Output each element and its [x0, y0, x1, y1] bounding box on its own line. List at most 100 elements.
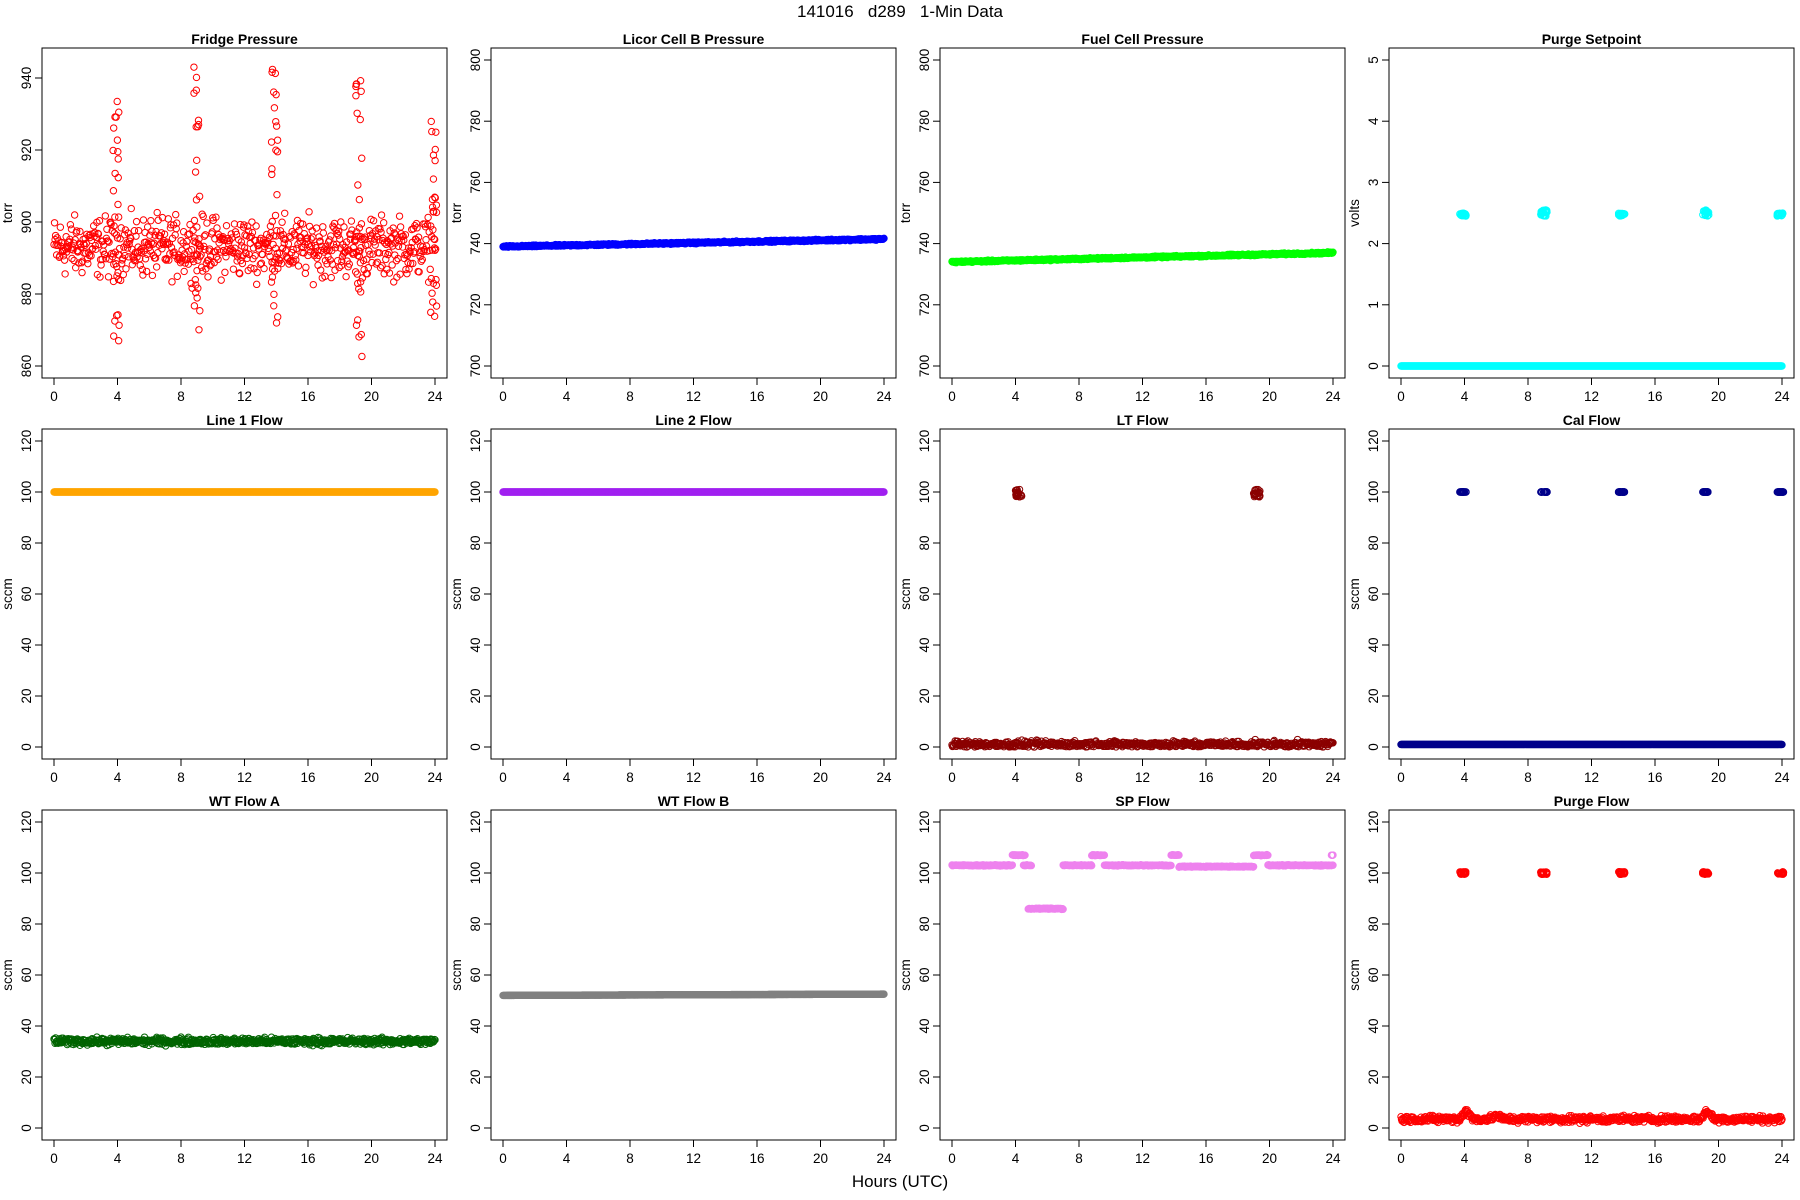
- x-tick-label: 16: [749, 389, 764, 404]
- x-tick-label: 12: [237, 389, 252, 404]
- data-point: [280, 239, 288, 247]
- data-point: [343, 247, 352, 255]
- data-point: [354, 316, 362, 324]
- y-tick-label: 80: [468, 535, 483, 550]
- y-tick-label: 100: [19, 481, 34, 504]
- data-point: [180, 267, 188, 276]
- data-point: [355, 252, 364, 261]
- data-point: [292, 256, 300, 264]
- data-point: [115, 244, 124, 253]
- y-tick-label: 4: [1366, 117, 1381, 125]
- data-point: [114, 173, 122, 182]
- data-point: [282, 253, 291, 261]
- data-point: [265, 233, 274, 242]
- data-point: [305, 208, 313, 216]
- x-tick-label: 0: [499, 770, 507, 785]
- data-point: [413, 224, 421, 232]
- data-point: [352, 232, 361, 241]
- y-tick-label: 0: [917, 743, 932, 751]
- data-point: [224, 240, 233, 248]
- data-point: [114, 147, 122, 156]
- y-axis-label: sccm: [449, 578, 464, 610]
- data-point: [385, 248, 393, 257]
- data-point: [399, 243, 407, 251]
- data-point: [191, 168, 200, 176]
- y-tick-label: 720: [917, 294, 932, 317]
- data-point: [352, 92, 360, 100]
- data-point: [337, 261, 346, 270]
- data-point: [217, 276, 225, 284]
- data-point: [192, 288, 200, 297]
- data-point: [278, 218, 286, 226]
- data-point: [190, 237, 198, 245]
- data-point: [173, 219, 181, 227]
- panel-title: Fridge Pressure: [191, 31, 298, 47]
- data-point: [273, 136, 282, 144]
- data-point: [192, 196, 201, 204]
- data-point: [114, 155, 122, 163]
- x-tick-label: 20: [1262, 770, 1277, 785]
- x-tick-label: 20: [1262, 389, 1277, 404]
- data-point: [378, 262, 386, 270]
- data-point: [243, 254, 251, 262]
- data-point: [177, 236, 185, 245]
- x-tick-label: 24: [427, 389, 443, 404]
- data-point: [193, 251, 201, 259]
- y-tick-label: 740: [468, 232, 483, 255]
- data-point: [373, 258, 382, 266]
- data-point: [403, 269, 411, 278]
- data-point: [130, 227, 139, 235]
- x-tick-label: 4: [114, 770, 122, 785]
- data-point: [268, 273, 277, 281]
- data-point: [94, 230, 103, 238]
- data-point: [101, 250, 109, 259]
- data-point: [270, 302, 278, 310]
- data-point: [96, 273, 104, 281]
- data-point: [61, 270, 69, 278]
- x-tick-label: 4: [563, 389, 571, 404]
- data-point: [272, 319, 281, 327]
- y-tick-label: 80: [19, 535, 34, 550]
- data-point: [183, 237, 191, 246]
- x-tick-label: 12: [686, 770, 701, 785]
- y-tick-label: 880: [19, 283, 34, 306]
- y-tick-label: 720: [468, 294, 483, 317]
- y-tick-label: 60: [917, 586, 932, 601]
- data-point: [248, 218, 256, 226]
- data-point: [146, 231, 154, 239]
- data-point: [299, 220, 307, 228]
- data-point: [432, 281, 441, 289]
- x-tick-label: 20: [364, 389, 379, 404]
- x-tick-label: 12: [1584, 389, 1599, 404]
- data-point: [197, 251, 205, 259]
- data-point: [131, 257, 139, 265]
- x-tick-label: 4: [114, 389, 122, 404]
- data-point: [432, 275, 440, 284]
- data-point: [429, 298, 437, 306]
- y-tick-label: 780: [468, 110, 483, 133]
- data-point: [173, 272, 181, 281]
- data-point: [243, 222, 252, 230]
- data-point: [276, 227, 285, 235]
- data-point: [251, 252, 259, 260]
- data-point: [187, 245, 196, 254]
- y-tick-label: 20: [19, 688, 34, 703]
- data-point: [73, 227, 81, 235]
- x-tick-label: 16: [300, 389, 315, 404]
- data-point: [334, 227, 343, 236]
- panel-title: Purge Setpoint: [1542, 31, 1642, 47]
- data-point: [272, 122, 281, 130]
- data-point: [321, 256, 330, 265]
- data-point: [51, 231, 60, 240]
- data-point: [192, 156, 201, 165]
- x-tick-label: 12: [686, 389, 701, 404]
- y-tick-label: 60: [19, 586, 34, 601]
- data-point: [214, 255, 222, 264]
- data-point: [143, 223, 152, 231]
- data-point: [122, 265, 130, 273]
- data-point: [415, 268, 423, 276]
- x-tick-label: 0: [948, 770, 956, 785]
- data-point: [141, 255, 150, 263]
